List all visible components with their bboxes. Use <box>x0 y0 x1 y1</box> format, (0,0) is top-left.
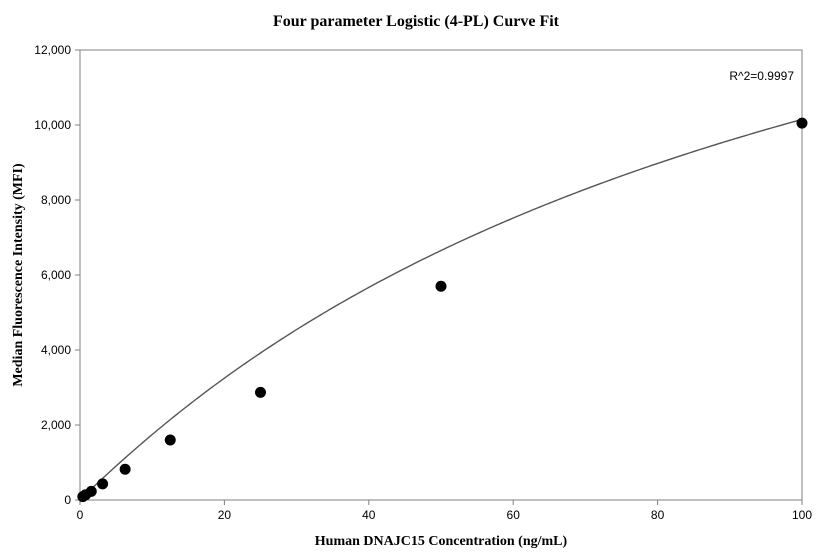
data-point <box>86 486 97 497</box>
x-tick-label: 60 <box>507 508 521 522</box>
data-point <box>97 478 108 489</box>
chart-background <box>0 0 832 560</box>
y-tick-label: 4,000 <box>41 343 71 357</box>
data-point <box>120 464 131 475</box>
y-tick-label: 10,000 <box>34 118 71 132</box>
y-tick-label: 6,000 <box>41 268 71 282</box>
x-tick-label: 80 <box>651 508 665 522</box>
y-tick-label: 8,000 <box>41 193 71 207</box>
curve-fit-chart: Four parameter Logistic (4-PL) Curve Fit… <box>0 0 832 560</box>
r-squared-annotation: R^2=0.9997 <box>729 69 794 83</box>
x-axis-label: Human DNAJC15 Concentration (ng/mL) <box>315 534 568 549</box>
data-point <box>165 435 176 446</box>
chart-container: Four parameter Logistic (4-PL) Curve Fit… <box>0 0 832 560</box>
chart-title: Four parameter Logistic (4-PL) Curve Fit <box>273 13 560 30</box>
data-point <box>797 118 808 129</box>
x-tick-label: 0 <box>77 508 84 522</box>
data-point <box>436 281 447 292</box>
x-tick-label: 40 <box>362 508 376 522</box>
x-tick-label: 100 <box>792 508 812 522</box>
data-point <box>255 387 266 398</box>
y-tick-label: 12,000 <box>34 43 71 57</box>
y-tick-label: 2,000 <box>41 418 71 432</box>
y-axis-label: Median Fluorescence Intensity (MFI) <box>11 163 26 387</box>
x-tick-label: 20 <box>218 508 232 522</box>
y-tick-label: 0 <box>64 493 71 507</box>
